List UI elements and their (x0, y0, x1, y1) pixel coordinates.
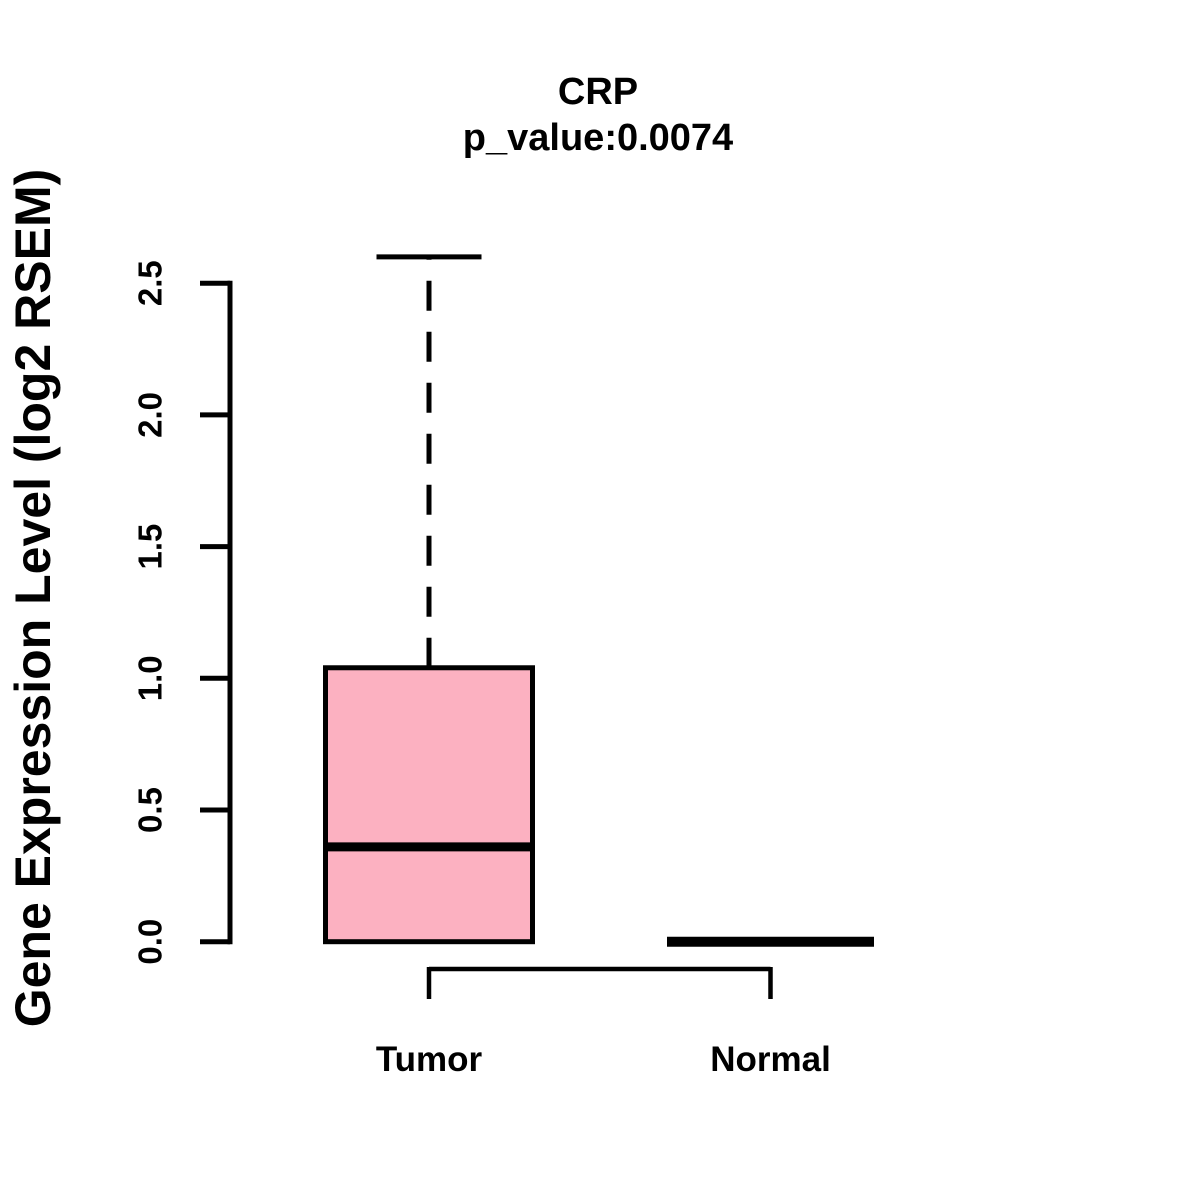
group-label-normal: Normal (710, 1040, 831, 1079)
y-tick-label: 1.0 (132, 655, 169, 701)
chart-title: CRP (557, 71, 639, 113)
box-tumor (323, 665, 535, 945)
y-tick-label: 2.0 (132, 392, 169, 438)
y-tick-label: 1.5 (132, 524, 169, 570)
group-label-tumor: Tumor (375, 1040, 483, 1079)
y-tick-label: 0.5 (132, 787, 169, 833)
y-tick-label: 2.5 (132, 260, 169, 306)
chart-subtitle: p_value:0.0074 (462, 117, 734, 159)
y-tick-label: 0.0 (132, 919, 169, 965)
